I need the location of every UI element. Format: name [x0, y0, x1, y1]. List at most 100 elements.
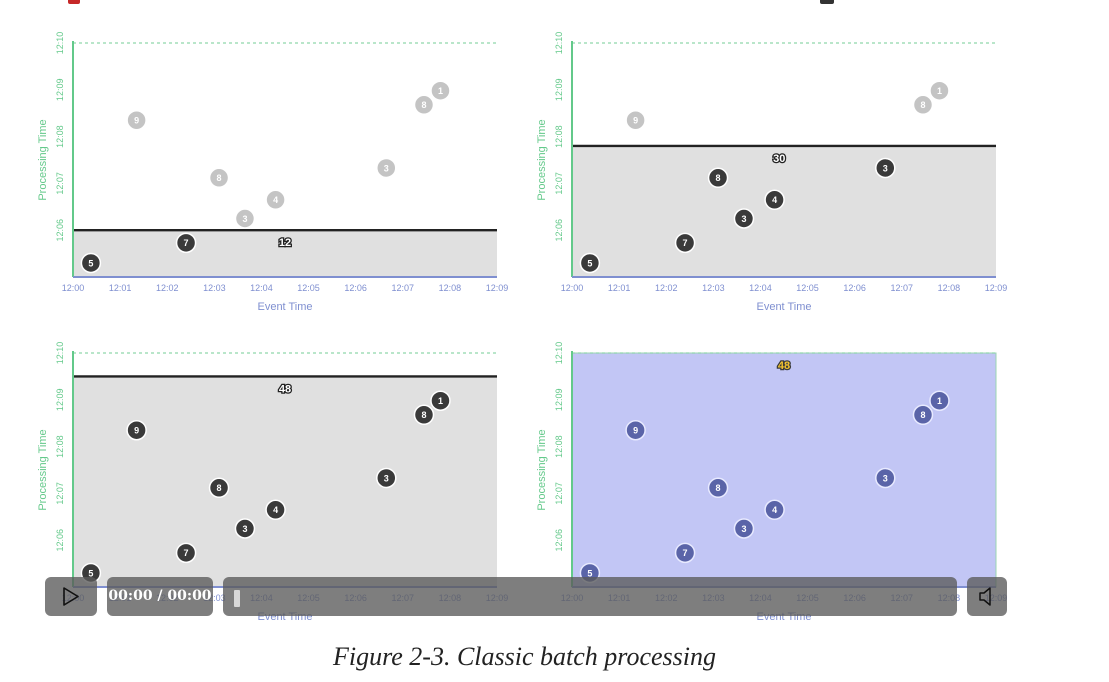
y-tick-label: 12:06: [554, 529, 564, 552]
y-tick-label: 12:06: [55, 529, 65, 552]
data-point-label: 8: [920, 100, 925, 110]
data-point-label: 3: [242, 214, 247, 224]
data-point-label: 5: [88, 258, 93, 268]
x-tick-label: 12:03: [702, 283, 725, 293]
x-tick-label: 12:07: [392, 283, 415, 293]
y-tick-label: 12:08: [554, 125, 564, 148]
data-point-label: 3: [242, 524, 247, 534]
data-point-label: 8: [920, 410, 925, 420]
video-player-controls: 00:00 / 00:00: [45, 577, 1007, 617]
data-point: [208, 167, 230, 189]
data-point: [875, 157, 896, 179]
data-point-label: 9: [633, 116, 638, 126]
data-point: [764, 499, 785, 521]
data-point-label: 8: [217, 173, 222, 183]
data-point-label: 7: [184, 548, 189, 558]
data-point-label: 4: [273, 505, 278, 515]
data-point: [265, 499, 286, 521]
data-point-label: 7: [683, 238, 688, 248]
data-point-label: 3: [741, 214, 746, 224]
seek-handle[interactable]: [234, 590, 240, 607]
x-tick-label: 12:04: [250, 283, 273, 293]
data-point-label: 4: [772, 195, 777, 205]
data-point-label: 9: [134, 426, 139, 436]
x-axis-title: Event Time: [257, 301, 312, 313]
data-point-label: 3: [384, 163, 389, 173]
data-point-label: 3: [883, 163, 888, 173]
x-tick-label: 12:01: [608, 283, 631, 293]
figure-caption: Figure 2-3. Classic batch processing: [333, 642, 716, 671]
data-point-label: 8: [421, 100, 426, 110]
data-point-label: 4: [273, 195, 278, 205]
seek-bar[interactable]: [223, 577, 957, 616]
data-point: [733, 208, 755, 229]
y-tick-label: 12:06: [55, 219, 65, 242]
data-point-label: 4: [772, 505, 777, 515]
data-point: [875, 467, 896, 489]
data-point-label: 1: [438, 396, 443, 406]
data-point: [625, 419, 646, 441]
x-tick-label: 12:03: [203, 593, 226, 603]
data-point-label: 8: [421, 410, 426, 420]
data-point: [579, 252, 601, 274]
data-point-label: 7: [683, 548, 688, 558]
batch-count-label: 48: [279, 383, 291, 395]
x-tick-label: 12:01: [109, 283, 132, 293]
play-button[interactable]: [45, 577, 97, 616]
data-point: [175, 232, 197, 254]
data-point: [733, 518, 755, 539]
y-tick-label: 12:07: [554, 482, 564, 505]
data-point: [674, 542, 696, 564]
data-point-label: 9: [633, 426, 638, 436]
y-tick-label: 12:10: [55, 342, 65, 365]
data-point-label: 9: [134, 116, 139, 126]
x-tick-label: 12:00: [561, 283, 584, 293]
y-tick-label: 12:06: [554, 219, 564, 242]
x-tick-label: 12:06: [843, 283, 866, 293]
x-tick-label: 12:02: [156, 283, 179, 293]
x-tick-label: 12:09: [985, 283, 1008, 293]
data-point-label: 1: [937, 86, 942, 96]
data-point-label: 8: [716, 483, 721, 493]
x-tick-label: 12:03: [203, 283, 226, 293]
cropped-heading-fragment: [0, 0, 1109, 10]
data-point: [413, 94, 435, 116]
x-tick-label: 12:05: [796, 283, 819, 293]
data-point: [126, 419, 147, 441]
volume-button[interactable]: [967, 577, 1007, 616]
data-point-label: 1: [937, 396, 942, 406]
heading-glyph-fragment: [820, 0, 834, 4]
y-tick-label: 12:08: [55, 435, 65, 458]
batch-region: [572, 145, 996, 277]
data-point: [80, 252, 102, 274]
data-point: [265, 189, 286, 211]
chart-panel-top-right: 12:00 12:01 12:02 12:03 12:04 12:05 12:06 12:07…: [536, 32, 1008, 313]
time-display: 00:00 / 00:00: [107, 577, 213, 616]
x-tick-label: 12:07: [891, 283, 914, 293]
data-point-label: 3: [384, 473, 389, 483]
data-point: [413, 404, 435, 426]
chart-panel-bottom-left: 12:0012:0112:0212:0312:0412:0512:0612:07…: [37, 342, 508, 623]
data-point: [912, 94, 934, 116]
data-point-label: 1: [438, 86, 443, 96]
y-axis-title: Processing Time: [37, 429, 49, 510]
y-tick-label: 12:08: [55, 125, 65, 148]
x-tick-label: 12:00: [62, 283, 85, 293]
batch-region: [73, 230, 497, 277]
data-point: [625, 109, 646, 131]
y-tick-label: 12:08: [554, 435, 564, 458]
play-icon: [63, 587, 79, 606]
data-point: [707, 167, 729, 189]
y-tick-label: 12:09: [554, 79, 564, 102]
data-point: [208, 477, 230, 499]
y-tick-label: 12:10: [554, 32, 564, 55]
x-tick-label: 12:08: [439, 283, 462, 293]
batch-count-label: 12: [279, 237, 291, 249]
y-tick-label: 12:10: [554, 342, 564, 365]
heading-glyph-fragment: [68, 0, 80, 4]
batch-count-label: 30: [773, 153, 785, 165]
y-axis-title: Processing Time: [37, 119, 49, 200]
data-point-label: 8: [716, 173, 721, 183]
batch-count-label: 48: [778, 360, 790, 372]
speaker-icon: [979, 587, 991, 606]
